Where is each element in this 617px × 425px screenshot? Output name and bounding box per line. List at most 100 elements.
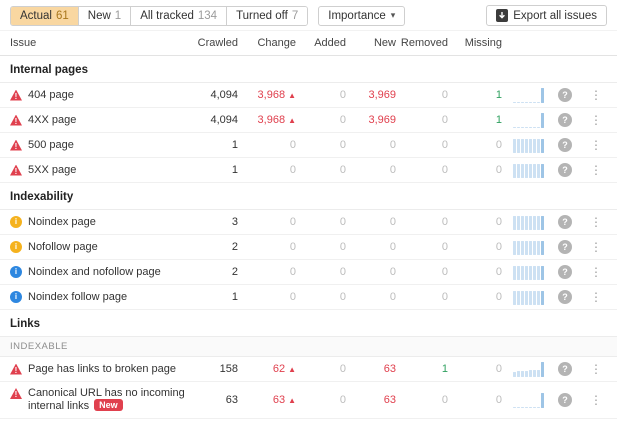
- new-cell: 0: [346, 286, 396, 308]
- issue-label[interactable]: Nofollow page: [28, 240, 98, 253]
- help-cell: ?: [558, 83, 584, 107]
- change-value: 0: [289, 216, 296, 228]
- help-cell: ?: [558, 235, 584, 259]
- sparkline-bar: [525, 241, 528, 255]
- help-cell: ?: [558, 285, 584, 309]
- table-row[interactable]: 5XX page 1 0 0 0 0 0? ⋮: [0, 158, 617, 183]
- row-menu-button[interactable]: ⋮: [590, 265, 602, 279]
- added-cell: 0: [296, 389, 346, 411]
- change-value: 3,968: [257, 114, 286, 126]
- issue-label[interactable]: Noindex and nofollow page: [28, 265, 161, 278]
- issue-label[interactable]: 4XX page: [28, 113, 77, 126]
- tab-label: Turned off: [236, 9, 288, 22]
- table-row[interactable]: i Noindex page 3 0 0 0 0 0? ⋮: [0, 210, 617, 235]
- help-icon[interactable]: ?: [558, 163, 572, 177]
- column-new: New: [373, 37, 396, 49]
- error-triangle-icon: [10, 114, 22, 126]
- change-value: 3,968: [257, 89, 286, 101]
- sparkline-bar: [541, 164, 544, 178]
- help-icon[interactable]: ?: [558, 138, 572, 152]
- row-menu-button[interactable]: ⋮: [590, 362, 602, 376]
- row-menu-button[interactable]: ⋮: [590, 88, 602, 102]
- filter-tabs: Actual 61 New 1 All tracked 134 Turned off 7: [10, 5, 309, 26]
- removed-value: 0: [441, 216, 448, 228]
- change-cell: 62 ▲: [238, 358, 296, 380]
- sparkline-bar: [529, 102, 532, 103]
- tab-count: 7: [291, 9, 299, 22]
- tab-actual[interactable]: Actual 61: [11, 6, 79, 25]
- issue-label[interactable]: Noindex page: [28, 215, 96, 228]
- removed-value: 0: [441, 114, 448, 126]
- missing-cell: 0: [448, 236, 502, 258]
- issues-table-body: Internal pages404 page4,0943,968▲03,9690…: [0, 56, 617, 425]
- sparkline-bar: [541, 266, 544, 280]
- tab-count: 134: [197, 9, 218, 22]
- help-icon[interactable]: ?: [558, 240, 572, 254]
- sparkline-bar: [537, 127, 540, 128]
- issue-label[interactable]: Page has links to broken page: [28, 362, 176, 375]
- row-menu-button[interactable]: ⋮: [590, 393, 602, 407]
- added-cell: 0: [296, 236, 346, 258]
- row-menu-button[interactable]: ⋮: [590, 240, 602, 254]
- crawled-cell: 4,094: [210, 114, 238, 126]
- history-sparkline: [502, 137, 558, 153]
- added-cell: 0: [296, 261, 346, 283]
- export-all-issues-button[interactable]: Export all issues: [486, 5, 607, 26]
- history-sparkline: [502, 289, 558, 305]
- history-sparkline: [502, 112, 558, 128]
- added-cell: 0: [296, 84, 346, 106]
- removed-cell: 0: [396, 286, 448, 308]
- help-icon[interactable]: ?: [558, 265, 572, 279]
- new-value: 0: [389, 241, 396, 253]
- error-triangle-icon: [10, 388, 22, 399]
- issue-label[interactable]: 500 page: [28, 138, 74, 151]
- sparkline-bar: [521, 127, 524, 128]
- importance-dropdown[interactable]: Importance ▾: [318, 5, 406, 26]
- added-cell: 0: [296, 159, 346, 181]
- sparkline-bar: [525, 102, 528, 103]
- removed-cell: 0: [396, 261, 448, 283]
- row-menu-button[interactable]: ⋮: [590, 113, 602, 127]
- issue-label[interactable]: Noindex follow page: [28, 290, 128, 303]
- row-menu-button[interactable]: ⋮: [590, 138, 602, 152]
- subsection-label: INDEXABLE: [0, 337, 617, 357]
- table-row[interactable]: HTTPS page has internal links to HTTP600…: [0, 419, 617, 425]
- added-value: 0: [339, 291, 346, 303]
- table-row[interactable]: Canonical URL has no incoming internal l…: [0, 382, 617, 419]
- missing-cell: 0: [448, 261, 502, 283]
- sparkline-bar: [517, 102, 520, 103]
- sparkline-bar: [525, 164, 528, 178]
- help-icon[interactable]: ?: [558, 290, 572, 304]
- help-icon[interactable]: ?: [558, 88, 572, 102]
- help-icon[interactable]: ?: [558, 362, 572, 376]
- column-missing: Missing: [464, 37, 502, 49]
- issue-label[interactable]: 404 page: [28, 88, 74, 101]
- crawled-cell: 2: [231, 241, 238, 253]
- change-up-arrow-icon: ▲: [288, 91, 296, 100]
- tab-all-tracked[interactable]: All tracked 134: [131, 6, 228, 25]
- row-menu-button[interactable]: ⋮: [590, 290, 602, 304]
- help-icon[interactable]: ?: [558, 393, 572, 407]
- table-row[interactable]: i Noindex follow page 1 0 0 0 0 0? ⋮: [0, 285, 617, 310]
- table-row[interactable]: i Noindex and nofollow page 2 0 0 0 0 0? ⋮: [0, 260, 617, 285]
- table-row[interactable]: 500 page 1 0 0 0 0 0? ⋮: [0, 133, 617, 158]
- sparkline-bar: [537, 266, 540, 280]
- issue-cell: 5XX page: [10, 159, 188, 182]
- row-menu-button[interactable]: ⋮: [590, 163, 602, 177]
- row-menu-button[interactable]: ⋮: [590, 215, 602, 229]
- tab-turned-off[interactable]: Turned off 7: [227, 6, 308, 25]
- help-icon[interactable]: ?: [558, 113, 572, 127]
- sparkline-bar: [533, 216, 536, 230]
- help-icon[interactable]: ?: [558, 215, 572, 229]
- table-row[interactable]: Page has links to broken page15862▲06310…: [0, 357, 617, 382]
- issue-label[interactable]: 5XX page: [28, 163, 77, 176]
- change-cell: 0: [238, 236, 296, 258]
- issue-label[interactable]: Canonical URL has no incoming internal l…: [28, 387, 185, 412]
- table-row[interactable]: i Nofollow page 2 0 0 0 0 0? ⋮: [0, 235, 617, 260]
- sparkline-bar: [529, 216, 532, 230]
- missing-value: 1: [495, 114, 502, 126]
- column-added: Added: [314, 37, 346, 49]
- tab-new[interactable]: New 1: [78, 6, 132, 25]
